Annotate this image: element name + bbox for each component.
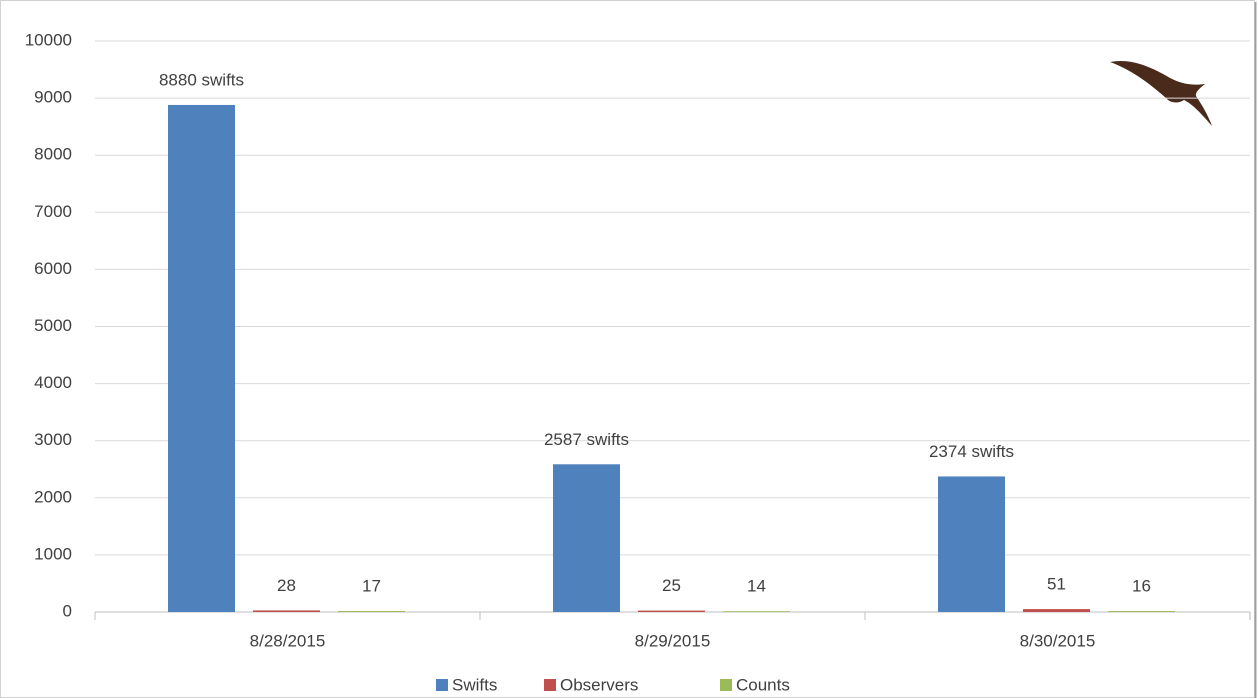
legend-label: Swifts bbox=[452, 675, 497, 694]
bar bbox=[553, 464, 620, 612]
y-tick-label: 0 bbox=[63, 601, 72, 620]
bar bbox=[338, 611, 405, 612]
legend-label: Observers bbox=[560, 675, 638, 694]
data-label: 2587 swifts bbox=[544, 430, 629, 449]
data-label: 14 bbox=[747, 577, 766, 596]
bar bbox=[253, 610, 320, 612]
data-label: 8880 swifts bbox=[159, 70, 244, 89]
y-tick-label: 8000 bbox=[34, 145, 72, 164]
y-tick-label: 1000 bbox=[34, 544, 72, 563]
x-tick-label: 8/29/2015 bbox=[635, 631, 711, 650]
data-label: 51 bbox=[1047, 575, 1066, 594]
y-tick-label: 2000 bbox=[34, 487, 72, 506]
legend-swatch bbox=[720, 679, 732, 691]
bar bbox=[938, 476, 1005, 612]
swift-icon bbox=[1110, 60, 1212, 126]
y-tick-label: 3000 bbox=[34, 430, 72, 449]
bar bbox=[723, 611, 790, 612]
x-tick-label: 8/30/2015 bbox=[1020, 631, 1096, 650]
data-label: 17 bbox=[362, 577, 381, 596]
y-tick-label: 10000 bbox=[25, 30, 72, 49]
legend-swatch bbox=[544, 679, 556, 691]
bar bbox=[168, 104, 235, 613]
bar bbox=[1023, 609, 1090, 612]
y-tick-label: 5000 bbox=[34, 316, 72, 335]
data-label: 16 bbox=[1132, 577, 1151, 596]
legend-swatch bbox=[436, 679, 448, 691]
bar bbox=[1108, 611, 1175, 612]
bar bbox=[638, 610, 705, 612]
y-tick-label: 4000 bbox=[34, 373, 72, 392]
legend-label: Counts bbox=[736, 675, 790, 694]
data-label: 28 bbox=[277, 576, 296, 595]
data-label: 2374 swifts bbox=[929, 442, 1014, 461]
y-tick-label: 6000 bbox=[34, 259, 72, 278]
y-tick-label: 9000 bbox=[34, 88, 72, 107]
y-tick-label: 7000 bbox=[34, 202, 72, 221]
x-tick-label: 8/28/2015 bbox=[250, 631, 326, 650]
data-label: 25 bbox=[662, 576, 681, 595]
